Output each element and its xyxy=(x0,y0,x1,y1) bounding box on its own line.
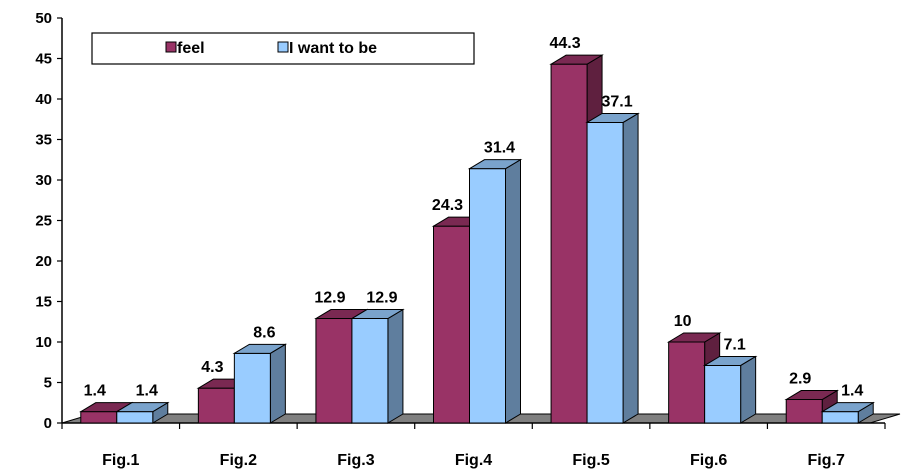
bar-want-4 xyxy=(467,158,523,424)
x-tick-label: Fig.1 xyxy=(102,452,139,469)
x-tick-label: Fig.2 xyxy=(220,452,257,469)
data-label: 24.3 xyxy=(432,197,463,214)
data-label: 10 xyxy=(674,313,692,330)
y-tick-label: 10 xyxy=(35,334,52,351)
legend-swatch xyxy=(277,41,289,53)
data-label: 2.9 xyxy=(789,371,811,388)
bar-want-3 xyxy=(350,308,405,424)
data-label: 12.9 xyxy=(314,290,345,307)
data-label: 12.9 xyxy=(366,290,397,307)
y-tick-label: 30 xyxy=(35,172,52,189)
y-tick-label: 20 xyxy=(35,253,52,270)
y-tick-label: 35 xyxy=(35,132,52,149)
x-tick-label: Fig.4 xyxy=(455,452,492,469)
legend-label: feel xyxy=(177,40,205,57)
data-label: 4.3 xyxy=(201,359,223,376)
bar-want-7 xyxy=(820,401,876,424)
y-tick-label: 45 xyxy=(35,51,52,68)
y-tick-label: 15 xyxy=(35,294,52,311)
data-label: 37.1 xyxy=(602,93,633,110)
y-tick-label: 25 xyxy=(35,213,52,230)
x-tick-label: Fig.5 xyxy=(572,452,609,469)
legend-swatch xyxy=(165,41,177,53)
x-tick-label: Fig.6 xyxy=(690,452,727,469)
bars xyxy=(78,54,876,424)
y-tick-label: 50 xyxy=(35,10,52,27)
data-label: 8.6 xyxy=(253,324,275,341)
data-label: 44.3 xyxy=(550,35,581,52)
data-label: 1.4 xyxy=(841,383,863,400)
data-label: 1.4 xyxy=(136,383,158,400)
legend: feel I want to be xyxy=(91,32,475,65)
bar-want-5 xyxy=(585,112,640,424)
y-tick-label: 5 xyxy=(44,375,52,392)
bar-want-6 xyxy=(702,355,758,424)
legend-box: feel I want to be xyxy=(91,32,475,65)
data-labels: 1.4 1.4 4.3 8.6 12.9 12.9 24.3 31.4 44.3 37.1 10 7.… xyxy=(84,35,864,399)
bar-want-2 xyxy=(232,343,288,424)
x-tick-label: Fig.7 xyxy=(808,452,845,469)
data-label: 31.4 xyxy=(484,140,515,157)
y-tick-label: 0 xyxy=(44,415,52,432)
data-label: 1.4 xyxy=(84,383,106,400)
data-label: 7.1 xyxy=(724,336,746,353)
legend-label: I want to be xyxy=(289,40,377,57)
y-tick-label: 40 xyxy=(35,91,52,108)
axes: 0 5 10 15 20 25 30 35 40 45 50 Fig.1 Fig.2 Fig.3 Fig.4… xyxy=(35,10,886,469)
x-tick-label: Fig.3 xyxy=(337,452,374,469)
bar-want-1 xyxy=(114,401,170,424)
